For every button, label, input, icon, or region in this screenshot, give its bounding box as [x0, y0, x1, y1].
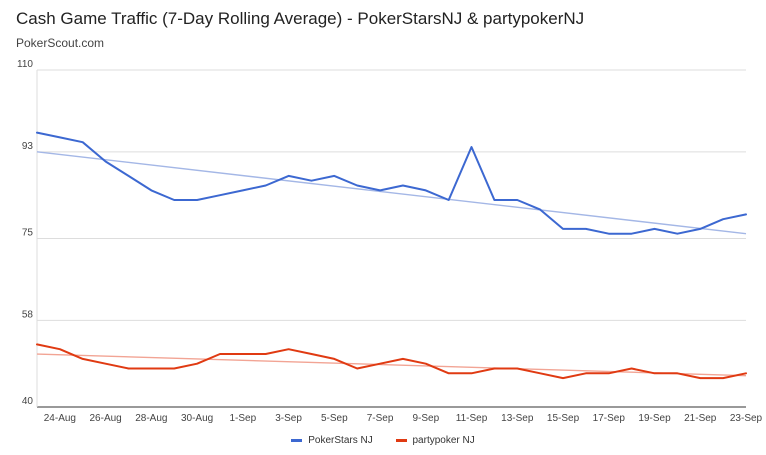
x-tick-label: 21-Sep	[684, 413, 717, 424]
legend-label-partypoker: partypoker NJ	[412, 435, 475, 446]
line-chart: 40 58 75 93 110 24-Aug 26-Aug 28-Aug 30-Aug 1-Sep…	[17, 59, 763, 424]
x-tick-label: 11-Sep	[456, 413, 488, 424]
y-tick-label: 40	[22, 396, 34, 407]
legend-swatch-pokerstars	[291, 439, 303, 442]
x-tick-label: 9-Sep	[412, 413, 439, 424]
chart-subtitle: PokerScout.com	[16, 36, 105, 50]
x-tick-label: 17-Sep	[593, 413, 626, 424]
legend-item-partypoker[interactable]: partypoker NJ	[395, 435, 475, 446]
x-tick-label: 15-Sep	[547, 413, 580, 424]
x-tick-label: 30-Aug	[181, 413, 213, 424]
pokerstars-series-line	[36, 131, 747, 235]
legend-label-pokerstars: PokerStars NJ	[308, 435, 373, 446]
chart-legend: PokerStars NJ partypoker NJ	[0, 434, 766, 446]
partypoker-trendline	[36, 353, 747, 377]
y-tick-label: 75	[22, 228, 34, 239]
legend-item-pokerstars[interactable]: PokerStars NJ	[291, 435, 373, 446]
y-tick-label: 58	[22, 309, 34, 320]
x-tick-label: 23-Sep	[730, 413, 763, 424]
x-tick-label: 28-Aug	[135, 413, 167, 424]
partypoker-series-line	[36, 343, 747, 380]
x-tick-label: 5-Sep	[321, 413, 348, 424]
x-tick-label: 19-Sep	[638, 413, 671, 424]
y-tick-label: 110	[17, 59, 33, 70]
x-tick-label: 13-Sep	[501, 413, 534, 424]
y-tick-label: 93	[22, 141, 34, 152]
x-tick-label: 26-Aug	[89, 413, 121, 424]
chart-title: Cash Game Traffic (7-Day Rolling Average…	[16, 9, 585, 28]
x-tick-label: 7-Sep	[367, 413, 394, 424]
legend-swatch-partypoker	[395, 439, 407, 442]
x-tick-label: 1-Sep	[229, 413, 256, 424]
x-tick-label: 24-Aug	[44, 413, 76, 424]
pokerstars-trendline	[36, 151, 747, 235]
x-tick-label: 3-Sep	[275, 413, 302, 424]
